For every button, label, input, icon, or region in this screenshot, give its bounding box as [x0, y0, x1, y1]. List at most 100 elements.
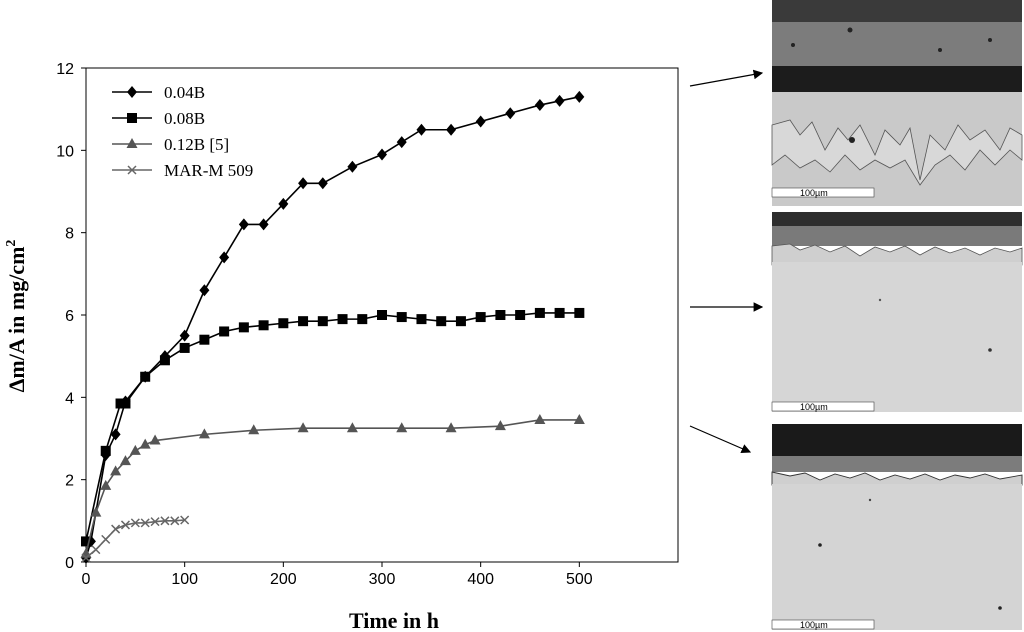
data-point: [436, 316, 447, 327]
data-point: [574, 90, 585, 103]
x-tick-label: 0: [82, 571, 91, 588]
data-point: [199, 334, 210, 345]
data-point: [258, 218, 269, 231]
x-axis-label: Time in h: [349, 608, 439, 632]
data-point: [446, 123, 457, 136]
data-point: [140, 371, 151, 382]
data-point: [179, 342, 190, 353]
series-2: [80, 413, 585, 558]
data-point: [90, 506, 102, 517]
series-line-3: [85, 519, 185, 559]
y-tick-label: 8: [65, 226, 74, 243]
arrow-to-micrograph-3: [689, 425, 752, 454]
series-line-0: [85, 96, 580, 559]
data-point: [297, 422, 309, 433]
data-point: [377, 148, 387, 161]
micrograph-3: 100µm: [771, 424, 1023, 630]
data-point: [357, 314, 368, 325]
data-point: [298, 177, 309, 190]
series-3: [81, 515, 190, 563]
data-point: [101, 534, 111, 544]
data-point: [554, 307, 565, 318]
x-tick-label: 500: [566, 571, 593, 588]
data-point: [179, 329, 190, 342]
data-point: [130, 518, 140, 528]
legend-label: MAR-M 509: [164, 161, 253, 180]
y-axis-label: Δm/A in mg/cm: [4, 247, 29, 393]
x-tick-label: 200: [270, 571, 297, 588]
data-point: [317, 177, 328, 190]
data-point: [396, 422, 408, 433]
data-point: [110, 465, 122, 476]
data-point: [416, 314, 427, 325]
data-point: [475, 115, 486, 128]
data-point: [81, 553, 91, 563]
arrow-to-micrograph-1: [689, 69, 764, 87]
y-tick-label: 4: [65, 390, 74, 407]
y-axis-label-group: Δm/A in mg/cm2: [4, 240, 29, 393]
data-point: [198, 428, 210, 439]
data-point: [100, 445, 111, 456]
series-layer: [80, 90, 585, 564]
data-point: [219, 326, 230, 337]
data-point: [475, 312, 486, 323]
y-tick-label: 2: [65, 473, 74, 490]
data-point: [298, 316, 309, 327]
data-point: [199, 284, 210, 297]
data-point: [573, 413, 585, 424]
data-point: [238, 322, 249, 333]
data-point: [111, 524, 121, 534]
data-point: [139, 438, 151, 449]
svg-text:Δm/A in mg/cm2: Δm/A in mg/cm2: [4, 240, 29, 393]
micrograph-2-scale-bar: 100µm: [800, 402, 828, 412]
legend-label: 0.04B: [164, 83, 205, 102]
data-point: [160, 516, 170, 526]
legend-marker: [127, 113, 137, 123]
legend-label: 0.12B [5]: [164, 135, 229, 154]
series-1: [81, 307, 585, 547]
data-point: [534, 413, 546, 424]
data-point: [445, 422, 457, 433]
data-point: [150, 517, 160, 527]
micrograph-2: 100µm: [771, 212, 1023, 412]
data-point: [377, 310, 387, 320]
y-tick-label: 6: [65, 308, 74, 325]
data-point: [347, 160, 358, 173]
data-point: [120, 520, 130, 530]
data-point: [278, 197, 289, 210]
x-tick-label: 400: [467, 571, 494, 588]
micrograph-3-scale-bar: 100µm: [800, 620, 828, 630]
data-point: [238, 218, 249, 231]
x-tick-label: 100: [171, 571, 198, 588]
data-point: [278, 318, 289, 329]
axes: 0 100 200 300 400 500 0 2 4 6 8 10 12: [56, 61, 593, 588]
y-axis-label-superscript: 2: [4, 240, 19, 247]
data-point: [149, 434, 161, 445]
legend-marker: [126, 138, 138, 148]
data-point: [494, 420, 506, 431]
data-point: [248, 424, 260, 435]
data-point: [180, 515, 190, 525]
y-tick-label: 0: [65, 555, 74, 572]
data-point: [534, 99, 545, 112]
data-point: [416, 123, 427, 136]
data-point: [346, 422, 358, 433]
x-tick-label: 300: [369, 571, 396, 588]
micrograph-1-scale-bar: 100µm: [800, 188, 828, 198]
y-tick-label: 12: [56, 61, 74, 78]
data-point: [100, 479, 112, 490]
data-point: [258, 320, 269, 331]
y-tick-label: 10: [56, 143, 74, 160]
series-line-1: [85, 312, 580, 542]
data-point: [396, 136, 407, 149]
data-point: [515, 310, 526, 320]
data-point: [120, 398, 131, 409]
data-point: [159, 355, 170, 366]
data-point: [534, 307, 545, 318]
data-point: [80, 547, 92, 558]
series-0: [81, 90, 585, 564]
data-point: [574, 307, 585, 318]
data-point: [554, 94, 565, 107]
legend-marker: [127, 165, 137, 175]
